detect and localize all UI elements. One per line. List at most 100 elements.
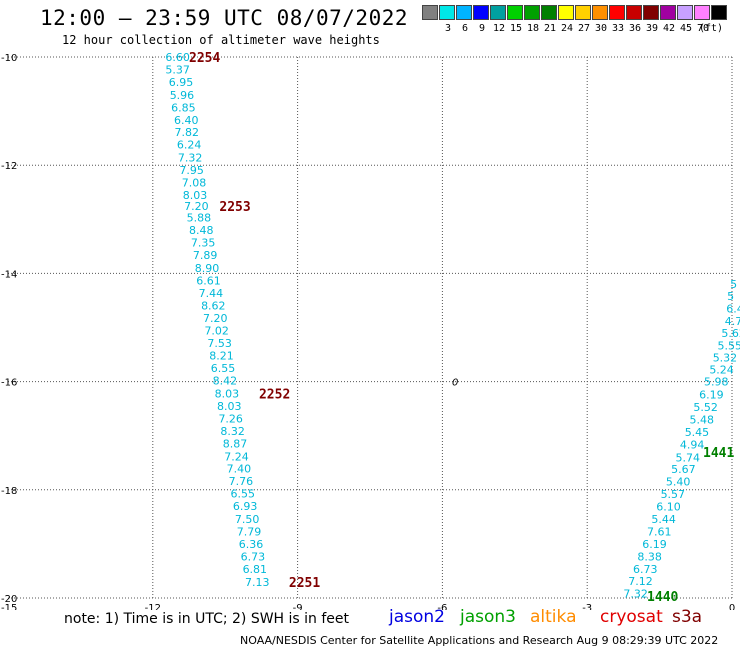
color-swatch-label: 27 xyxy=(577,23,591,34)
wave-height-value: 7.08 xyxy=(182,177,207,190)
wave-height-value: 5.57 xyxy=(661,488,686,501)
wave-height-value: 5.52 xyxy=(693,401,718,414)
wave-height-value: 6.10 xyxy=(656,501,681,514)
y-tick-label: -10 xyxy=(1,53,17,64)
wave-height-value: 6.93 xyxy=(233,500,258,513)
color-swatch-label: 42 xyxy=(662,23,676,34)
color-swatch-label: 18 xyxy=(526,23,540,34)
x-tick-label: -6 xyxy=(437,603,447,610)
satellite-legend-altika: altika xyxy=(530,607,577,627)
track-time-label: 2254 xyxy=(189,51,220,66)
wave-height-value: 7.95 xyxy=(179,164,204,177)
wave-height-value: 7.24 xyxy=(224,450,249,463)
wave-height-value: 8.62 xyxy=(201,299,226,312)
wave-height-value: 5 xyxy=(730,278,737,291)
wave-height-value: 7.02 xyxy=(204,325,229,338)
satellite-legend-s3a: s3a xyxy=(672,607,703,627)
color-swatch-label: 70 xyxy=(696,23,710,34)
wave-height-value: 6.55 xyxy=(211,362,236,375)
wave-height-value: 5.32 xyxy=(713,351,738,364)
color-swatch-label: 21 xyxy=(543,23,557,34)
color-swatch xyxy=(711,5,727,20)
color-swatch-label: 3 xyxy=(444,23,452,34)
wave-height-value: 7.89 xyxy=(193,249,218,262)
x-tick-label: -9 xyxy=(293,603,303,610)
wave-height-value: 7.26 xyxy=(218,412,243,425)
color-swatch xyxy=(626,5,642,20)
chart-title: 12:00 – 23:59 UTC 08/07/2022 xyxy=(40,6,409,30)
wave-height-value: 8.21 xyxy=(209,350,234,363)
wave-height-value: 6.73 xyxy=(241,550,265,563)
wave-height-value: 6.36 xyxy=(239,538,264,551)
wave-height-value: 7.53 xyxy=(207,337,232,350)
wave-height-plot: -12 -9 -6 -3 0-10-12-14-16-18-20-156.605.376… xyxy=(1,51,740,610)
track-time-label: 2252 xyxy=(259,388,290,403)
wave-height-value: 7.12 xyxy=(628,575,653,588)
wave-height-value: 5.24 xyxy=(709,364,734,377)
wave-height-value: 5.55 xyxy=(718,339,740,352)
color-swatch xyxy=(490,5,506,20)
color-swatch xyxy=(422,5,438,20)
color-swatch xyxy=(694,5,710,20)
wave-height-value: 6.60 xyxy=(165,51,190,64)
color-swatch xyxy=(473,5,489,20)
color-swatch-label: 45 xyxy=(679,23,693,34)
wave-height-value: 4.7 xyxy=(725,315,740,328)
credit-line: NOAA/NESDIS Center for Satellite Applica… xyxy=(240,634,719,647)
wave-height-value: 6.85 xyxy=(171,101,196,114)
x-tick-label: 0 xyxy=(729,603,735,610)
wave-height-value: 5.67 xyxy=(671,463,696,476)
wave-height-value: 5.45 xyxy=(685,426,710,439)
wave-height-value: 7.76 xyxy=(229,475,254,488)
wave-height-value: 5.88 xyxy=(187,212,212,225)
wave-height-value: 8.48 xyxy=(189,224,214,237)
footer-note: note: 1) Time is in UTC; 2) SWH is in fe… xyxy=(64,611,350,627)
wave-height-value: 5.40 xyxy=(666,476,691,489)
color-swatch-label: 24 xyxy=(560,23,574,34)
wave-height-value: 5.74 xyxy=(676,451,701,464)
wave-height-value: 4.94 xyxy=(680,438,705,451)
color-swatch-label: 33 xyxy=(611,23,625,34)
corner-label: -15 xyxy=(1,603,17,610)
color-swatch xyxy=(524,5,540,20)
color-swatch-label: 6 xyxy=(461,23,469,34)
y-tick-label: -20 xyxy=(1,594,17,605)
color-swatch xyxy=(507,5,523,20)
color-swatch xyxy=(575,5,591,20)
y-tick-label: -14 xyxy=(1,269,17,280)
wave-height-value: 5.44 xyxy=(651,513,676,526)
y-tick-label: -12 xyxy=(1,161,17,172)
satellite-legend-cryosat: cryosat xyxy=(600,607,663,627)
track-time-label: 2253 xyxy=(219,200,250,215)
wave-height-value: 6.4 xyxy=(726,303,740,316)
color-swatch xyxy=(558,5,574,20)
wave-height-value: 6.61 xyxy=(196,274,221,287)
wave-height-value: 7.40 xyxy=(227,463,252,476)
wave-height-value: 7.44 xyxy=(199,287,224,300)
wave-height-value: 5.37 xyxy=(165,63,190,76)
color-swatch-label: 15 xyxy=(509,23,523,34)
color-swatch-label: 30 xyxy=(594,23,608,34)
wave-height-value: 7.32 xyxy=(178,152,203,165)
color-swatch-label: 36 xyxy=(628,23,642,34)
wave-height-value: 7.50 xyxy=(235,513,260,526)
color-swatch xyxy=(456,5,472,20)
color-swatch-label: 12 xyxy=(492,23,506,34)
y-tick-label: -18 xyxy=(1,486,17,497)
satellite-legend-jason2: jason2 xyxy=(389,607,445,627)
wave-height-value: 8.38 xyxy=(637,550,662,563)
color-swatch xyxy=(677,5,693,20)
plot-annotation: 0 xyxy=(452,378,458,389)
wave-height-value: 7.79 xyxy=(237,525,262,538)
wave-height-value: 6.95 xyxy=(169,76,194,89)
wave-height-value: 5.96 xyxy=(170,89,195,102)
wave-height-value: 8.03 xyxy=(215,388,240,401)
wave-height-value: 7.35 xyxy=(191,237,216,250)
y-tick-label: -16 xyxy=(1,378,17,389)
wave-height-value: 5 xyxy=(727,290,734,303)
wave-height-value: 7.82 xyxy=(175,126,200,139)
wave-height-value: 7.20 xyxy=(203,312,228,325)
wave-height-value: 5.62 xyxy=(721,327,740,340)
wave-height-value: 8.87 xyxy=(223,437,248,450)
satellite-legend-jason3: jason3 xyxy=(460,607,516,627)
